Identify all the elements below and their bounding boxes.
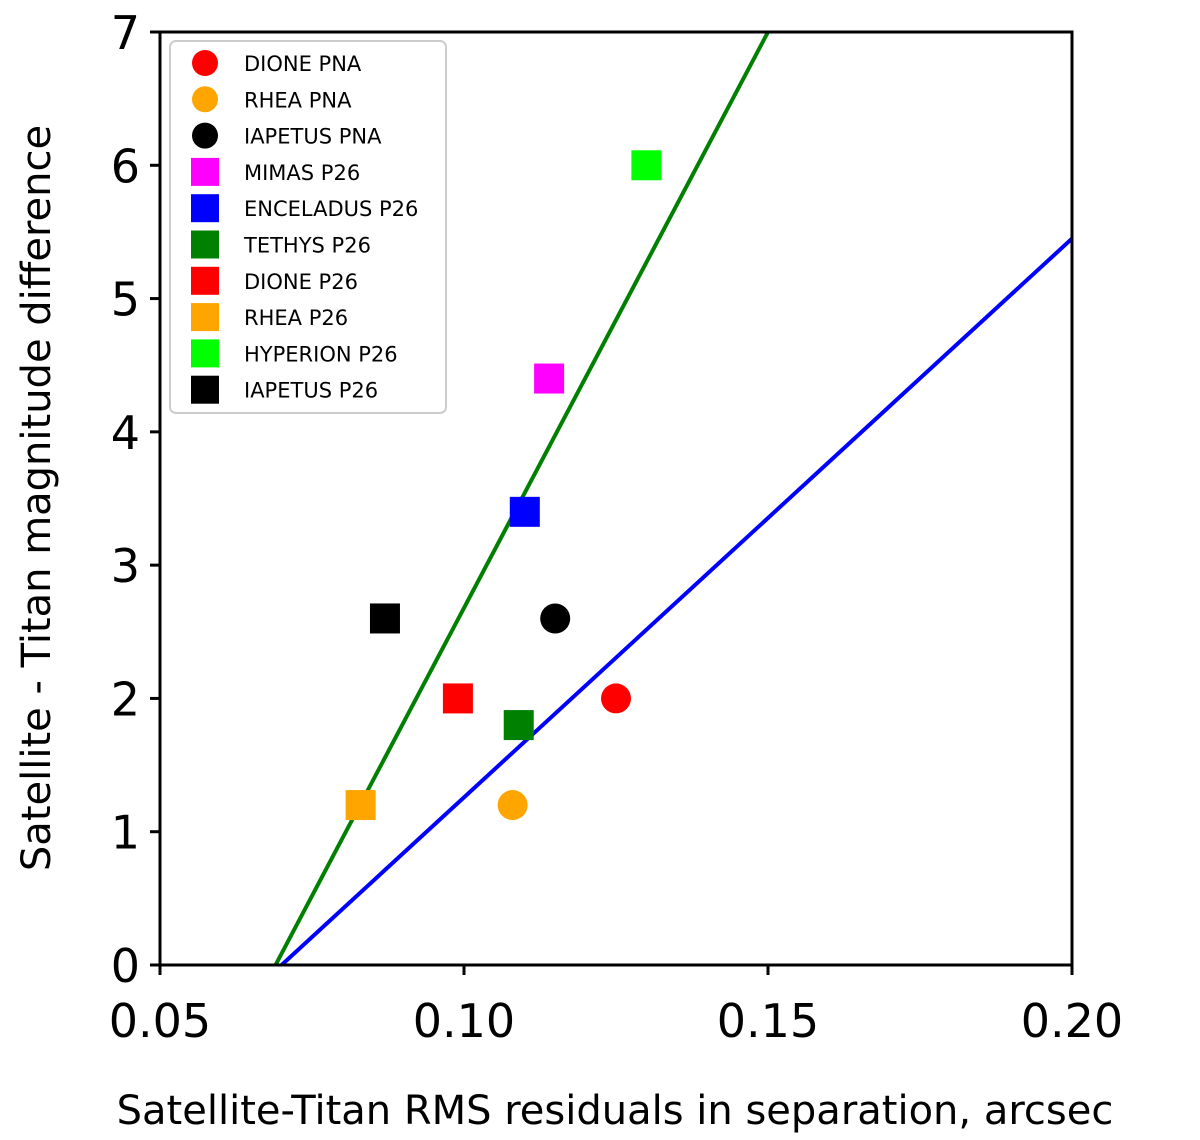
legend-marker-dione-pna: [192, 50, 218, 76]
legend-marker-rhea-pna: [192, 86, 218, 113]
y-tick-label: 6: [111, 139, 140, 193]
x-axis-ticks: 0.05 0.10 0.15 0.20: [109, 965, 1123, 1048]
legend-marker-iapetus-pna: [192, 122, 218, 149]
legend-label: ENCELADUS P26: [244, 197, 418, 221]
legend-label: HYPERION P26: [244, 342, 398, 366]
legend: DIONE PNA RHEA PNA IAPETUS PNA MIMAS P26 ENC…: [169, 40, 447, 414]
marker-dione-p26: [442, 683, 473, 714]
marker-hyperion-p26: [631, 150, 662, 181]
x-tick-label: 0.15: [717, 994, 819, 1048]
legend-label: IAPETUS PNA: [244, 125, 382, 149]
legend-marker-tethys-p26: [191, 230, 219, 259]
x-axis-label: Satellite-Titan RMS residuals in separat…: [117, 1088, 1114, 1134]
marker-tethys-p26: [503, 710, 534, 741]
legend-marker-dione-p26: [191, 266, 219, 295]
marker-mimas-p26: [534, 363, 565, 394]
data-markers: [345, 150, 662, 821]
marker-iapetus-p26: [369, 603, 400, 634]
y-axis-ticks: 0 1 2 3 4 5 6 7: [111, 6, 160, 993]
y-tick-label: 0: [111, 939, 140, 993]
x-tick-label: 0.20: [1021, 994, 1123, 1048]
legend-marker-enceladus-p26: [191, 194, 219, 223]
y-tick-label: 5: [111, 273, 140, 327]
fit-line-2: [280, 237, 1072, 965]
legend-label: MIMAS P26: [244, 161, 360, 185]
y-axis-label: Satellite - Titan magnitude difference: [14, 125, 60, 871]
y-tick-label: 2: [111, 672, 140, 726]
y-tick-label: 1: [111, 806, 140, 860]
legend-label: TETHYS P26: [243, 234, 371, 258]
marker-enceladus-p26: [509, 496, 540, 527]
marker-rhea-p26: [345, 790, 376, 821]
legend-label: DIONE PNA: [244, 52, 362, 76]
legend-marker-hyperion-p26: [191, 339, 219, 368]
marker-iapetus-pna: [540, 603, 571, 634]
y-tick-label: 4: [111, 406, 140, 460]
x-tick-label: 0.05: [109, 994, 211, 1048]
x-tick-label: 0.10: [413, 994, 515, 1048]
legend-label: RHEA PNA: [244, 88, 352, 112]
legend-box: [169, 40, 447, 414]
legend-marker-rhea-p26: [191, 303, 219, 332]
legend-marker-iapetus-p26: [191, 375, 219, 404]
legend-label: DIONE P26: [244, 270, 358, 294]
y-tick-label: 7: [111, 6, 140, 60]
marker-dione-pna: [601, 683, 631, 714]
y-tick-label: 3: [111, 539, 140, 593]
marker-rhea-pna: [497, 790, 528, 821]
legend-marker-mimas-p26: [191, 157, 219, 186]
plot-frame: [158, 30, 1074, 967]
legend-label: IAPETUS P26: [244, 379, 378, 403]
legend-label: RHEA P26: [244, 306, 348, 330]
